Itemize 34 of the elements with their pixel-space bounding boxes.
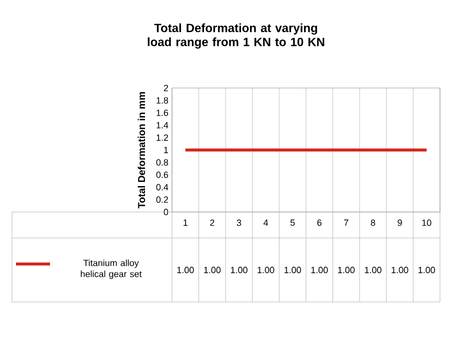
y-axis-title: Total Deformation in mm — [138, 92, 146, 208]
y-tick-label: 0 — [164, 208, 168, 216]
x-tick-label: 9 — [398, 220, 402, 226]
y-tick-label: 0.6 — [156, 172, 168, 178]
data-label: 1.00 — [418, 266, 436, 274]
y-tick-label: 1.4 — [156, 122, 168, 128]
x-tick-label: 3 — [236, 220, 242, 226]
data-label: 1.00 — [230, 266, 248, 274]
data-label: 1.00 — [177, 266, 194, 274]
x-tick-label: 6 — [317, 220, 322, 226]
data-label: 1.00 — [284, 266, 302, 274]
text: Titanium alloy helical gear set — [80, 260, 142, 279]
data-label: 1.00 — [204, 266, 221, 274]
x-tick-label: 8 — [370, 220, 376, 226]
y-tick-label: 1.2 — [156, 134, 168, 141]
y-tick-label: 1.8 — [156, 97, 168, 104]
data-label: 1.00 — [258, 266, 274, 274]
x-tick-label: 1 — [184, 220, 188, 226]
data-label: 1.00 — [338, 266, 355, 274]
x-tick-label: 10 — [422, 220, 432, 226]
y-tick-label: 1.6 — [156, 110, 168, 116]
y-tick-label: 1 — [164, 146, 168, 154]
chart-title: Total Deformation at varying load range from 1 KN to 10 KN — [148, 23, 324, 49]
y-tick-label: 0.8 — [156, 159, 168, 166]
x-tick-label: 7 — [344, 220, 348, 226]
y-tick-label: 0.4 — [156, 184, 168, 190]
x-tick-label: 4 — [264, 220, 268, 226]
data-label: 1.00 — [364, 266, 382, 274]
x-tick-label: 5 — [290, 220, 295, 226]
y-tick-label: 0.2 — [156, 196, 168, 203]
y-tick-label: 2 — [164, 84, 168, 92]
data-label: 1.00 — [392, 266, 408, 274]
data-label: 1.00 — [311, 266, 328, 274]
x-tick-label: 2 — [210, 220, 214, 226]
